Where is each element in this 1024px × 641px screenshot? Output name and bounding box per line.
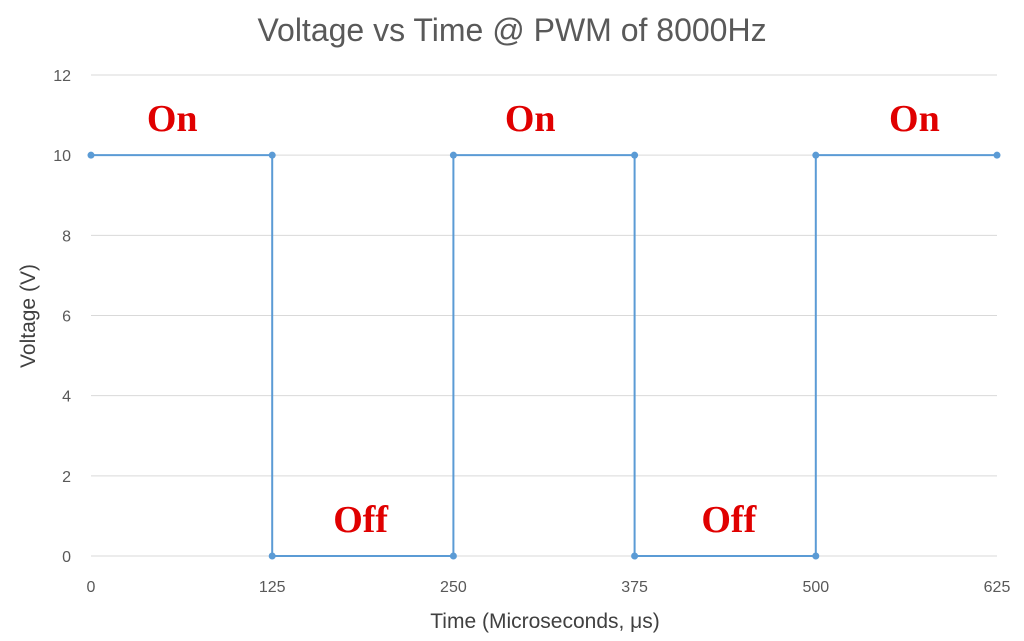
data-point — [812, 151, 820, 159]
y-axis-label: Voltage (V) — [17, 264, 40, 368]
x-tick-label: 500 — [802, 579, 829, 596]
annotation-off: Off — [701, 499, 757, 541]
chart-title: Voltage vs Time @ PWM of 8000Hz — [257, 12, 766, 48]
data-point — [631, 151, 639, 159]
x-tick-label: 375 — [621, 579, 648, 596]
annotations: On Off On Off On — [147, 98, 940, 541]
grid-lines — [91, 74, 997, 557]
y-tick-label: 6 — [62, 309, 71, 326]
annotation-on: On — [889, 98, 940, 140]
x-tick-label: 250 — [440, 579, 467, 596]
annotation-on: On — [147, 98, 198, 140]
y-tick-label: 10 — [53, 148, 71, 165]
data-point — [268, 151, 276, 159]
data-point — [812, 552, 820, 560]
annotation-on: On — [505, 98, 556, 140]
x-tick-label: 125 — [259, 579, 286, 596]
annotation-off: Off — [333, 499, 389, 541]
data-point — [449, 552, 457, 560]
data-point — [268, 552, 276, 560]
series-voltage — [87, 151, 1001, 560]
x-tick-label: 0 — [87, 579, 96, 596]
series-line — [91, 154, 997, 557]
data-point — [993, 151, 1001, 159]
x-axis-label: Time (Microseconds, μs) — [430, 610, 660, 633]
y-tick-label: 2 — [62, 469, 71, 486]
data-point — [449, 151, 457, 159]
data-point — [631, 552, 639, 560]
y-tick-label: 8 — [62, 228, 71, 245]
y-axis-ticks: 0 2 4 6 8 10 12 — [53, 68, 71, 566]
y-tick-label: 12 — [53, 68, 71, 85]
data-point — [87, 151, 95, 159]
y-tick-label: 4 — [62, 389, 71, 406]
y-tick-label: 0 — [62, 549, 71, 566]
x-axis-ticks: 0 125 250 375 500 625 — [87, 579, 1011, 596]
x-tick-label: 625 — [984, 579, 1011, 596]
